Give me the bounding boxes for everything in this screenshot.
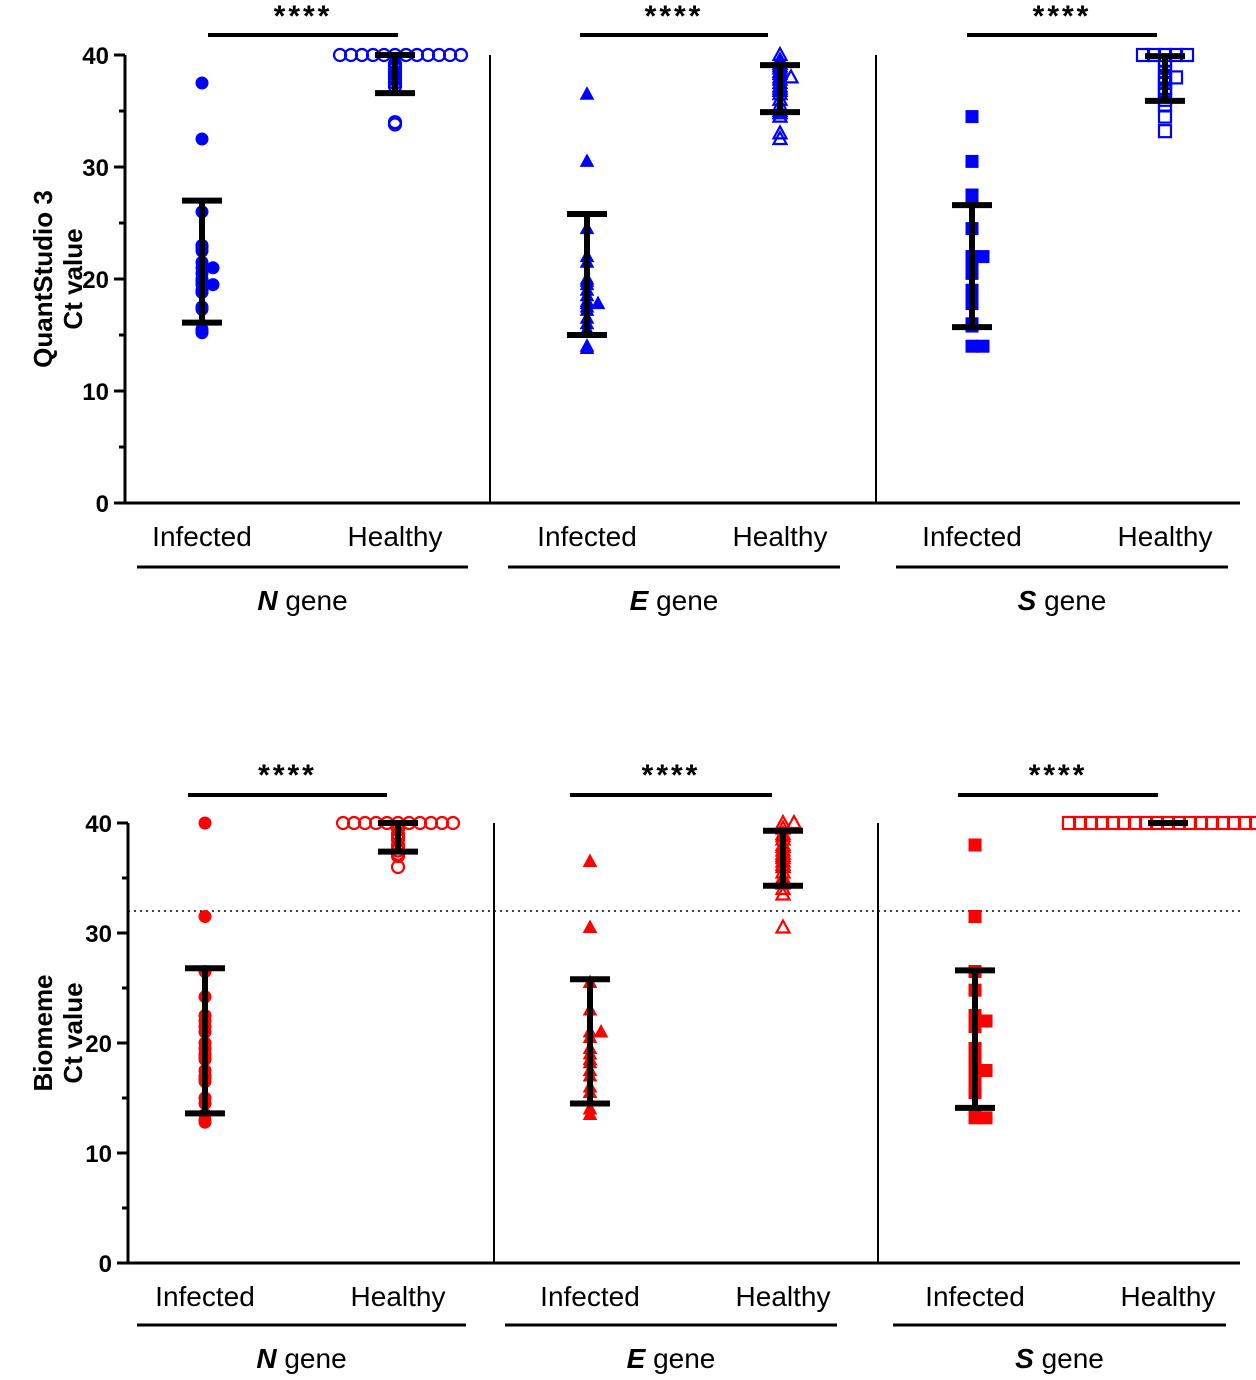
data-point-infected <box>195 326 209 340</box>
y-tick-label: 0 <box>99 1251 112 1278</box>
data-point-infected <box>976 339 990 353</box>
gene-label: S gene <box>1015 1343 1104 1374</box>
data-point-infected <box>195 132 209 146</box>
data-point-infected <box>579 340 595 354</box>
data-point-healthy <box>771 129 789 146</box>
category-label: Healthy <box>736 1281 831 1312</box>
y-axis-label-line: Ct value <box>58 982 88 1083</box>
data-point-infected <box>976 250 990 264</box>
category-label: Infected <box>155 1281 255 1312</box>
gene-suffix: gene <box>277 1343 347 1374</box>
category-label: Healthy <box>1118 521 1213 552</box>
gene-letter: N <box>256 1343 277 1374</box>
gene-label: N gene <box>256 1343 346 1374</box>
data-point-infected <box>979 1064 993 1077</box>
gene-suffix: gene <box>278 585 348 616</box>
category-label: Infected <box>152 521 252 552</box>
gene-suffix: gene <box>1036 585 1106 616</box>
gene-letter: E <box>630 585 650 616</box>
panel-bottom: 0 10 20 30 40 BiomemeCt value Infected Healthy *… <box>28 759 1256 1374</box>
data-point-healthy <box>445 815 461 831</box>
gene-suffix: gene <box>645 1343 715 1374</box>
gene-suffix: gene <box>648 585 718 616</box>
y-tick-label: 30 <box>85 921 112 948</box>
data-point-healthy <box>387 117 403 132</box>
data-point-infected <box>198 816 212 830</box>
data-point-infected <box>968 1111 982 1125</box>
y-tick-label: 20 <box>82 267 109 294</box>
significance-label: **** <box>274 0 333 33</box>
y-tick-label: 20 <box>85 1031 112 1058</box>
significance-label: **** <box>642 759 701 792</box>
data-point-infected <box>968 910 982 923</box>
category-label: Healthy <box>351 1281 446 1312</box>
data-point-infected <box>979 1014 993 1028</box>
gene-label: N gene <box>257 585 347 616</box>
data-point-infected <box>206 278 220 292</box>
y-tick-label: 30 <box>82 155 109 182</box>
data-point-infected <box>582 1106 598 1120</box>
significance-label: **** <box>1029 759 1088 792</box>
data-point-healthy <box>1157 124 1173 139</box>
data-point-healthy <box>1248 815 1256 831</box>
gene-label: S gene <box>1018 585 1107 616</box>
y-axis-label: QuantStudio 3Ct value <box>28 190 88 368</box>
gene-letter: E <box>627 1343 647 1374</box>
y-tick-label: 10 <box>85 1141 112 1168</box>
data-point-infected <box>965 154 979 168</box>
data-point-infected <box>582 853 598 867</box>
data-point-healthy <box>771 107 789 123</box>
category-label: Infected <box>922 521 1022 552</box>
data-point-infected <box>582 919 598 933</box>
gene-label: E gene <box>630 585 719 616</box>
gene-letter: S <box>1015 1343 1034 1374</box>
data-point-healthy <box>774 918 792 934</box>
data-point-healthy <box>332 47 348 63</box>
y-axis-label: BiomemeCt value <box>28 974 88 1091</box>
data-point-infected <box>965 110 979 124</box>
category-label: Infected <box>537 521 637 552</box>
category-label: Healthy <box>1121 1281 1216 1312</box>
data-point-infected <box>979 1111 993 1125</box>
y-axis-label-line: Biomeme <box>28 974 58 1091</box>
data-point-infected <box>579 153 595 167</box>
data-point-infected <box>579 86 595 100</box>
data-point-infected <box>590 295 606 310</box>
data-point-healthy <box>1061 815 1077 831</box>
category-label: Healthy <box>348 521 443 552</box>
significance-label: **** <box>1033 0 1092 33</box>
data-point-healthy <box>785 813 803 830</box>
panel-top: 0 10 20 30 40 QuantStudio 3Ct value Infected He… <box>28 0 1240 616</box>
data-point-healthy <box>390 859 406 875</box>
significance-label: **** <box>258 759 317 792</box>
gene-suffix: gene <box>1034 1343 1104 1374</box>
data-point-infected <box>593 1023 609 1038</box>
data-point-healthy <box>774 885 792 901</box>
data-point-infected <box>968 838 982 852</box>
gene-letter: N <box>257 585 278 616</box>
y-axis-label-line: QuantStudio 3 <box>28 190 58 368</box>
significance-label: **** <box>645 0 704 33</box>
category-label: Infected <box>540 1281 640 1312</box>
y-tick-label: 10 <box>82 379 109 406</box>
y-axis-label-line: Ct value <box>58 228 88 329</box>
category-label: Healthy <box>733 521 828 552</box>
data-point-infected <box>206 261 220 275</box>
data-point-healthy <box>335 815 351 831</box>
category-label: Infected <box>925 1281 1025 1312</box>
data-point-infected <box>965 339 979 353</box>
y-tick-label: 40 <box>82 43 109 70</box>
gene-label: E gene <box>627 1343 716 1374</box>
data-point-healthy <box>1157 109 1173 124</box>
data-point-infected <box>198 1115 212 1129</box>
data-point-infected <box>198 910 212 923</box>
y-tick-label: 40 <box>85 811 112 838</box>
data-point-healthy <box>453 47 469 63</box>
data-point-healthy <box>782 68 800 84</box>
y-tick-label: 0 <box>96 491 109 518</box>
data-point-healthy <box>771 124 789 140</box>
data-point-infected <box>195 76 209 90</box>
gene-letter: S <box>1018 585 1037 616</box>
